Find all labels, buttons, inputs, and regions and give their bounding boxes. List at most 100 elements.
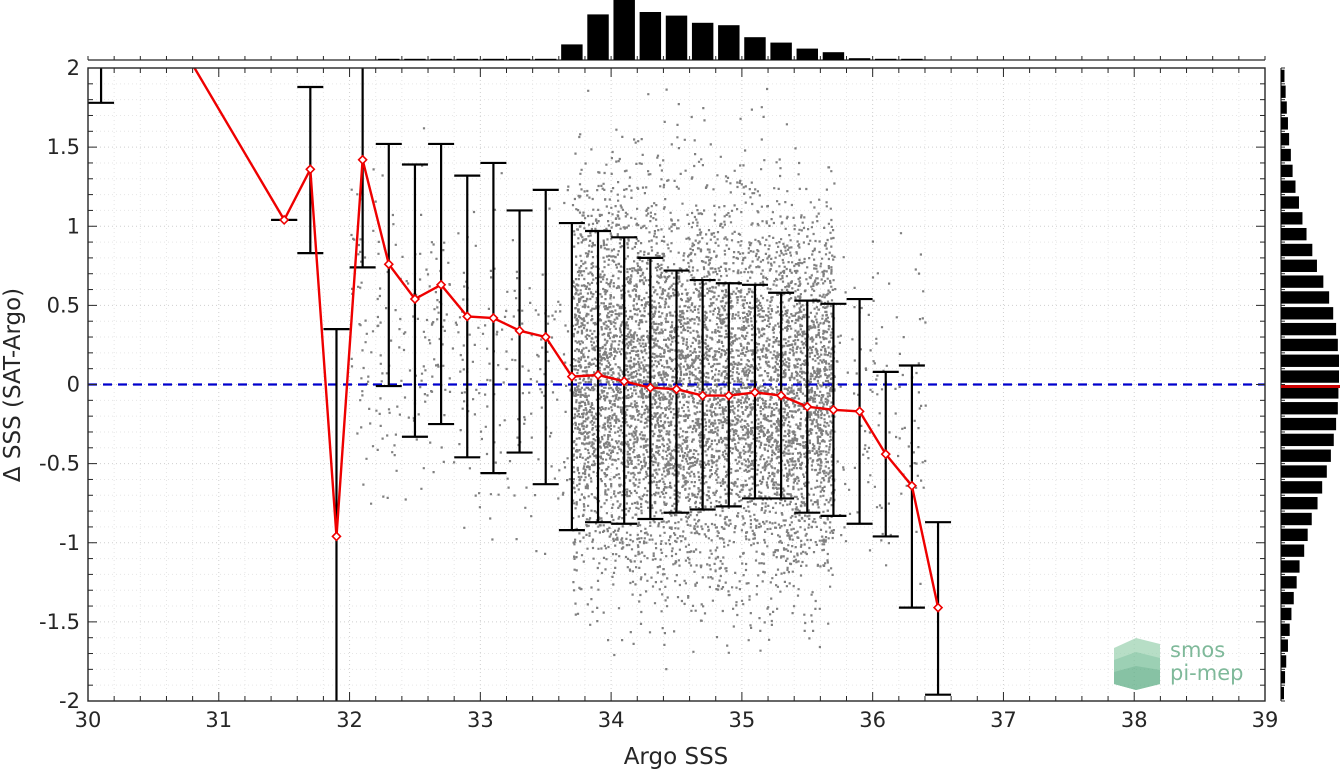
right-histogram-bar bbox=[1281, 433, 1334, 447]
mean-point bbox=[305, 164, 316, 175]
right-histogram-bar bbox=[1281, 243, 1313, 257]
right-histogram-bar bbox=[1281, 386, 1339, 399]
right-histogram-bar bbox=[1281, 402, 1338, 415]
top-histogram-bar bbox=[430, 58, 452, 60]
mean-point bbox=[592, 369, 604, 381]
right-histogram-bar bbox=[1281, 164, 1293, 178]
right-histogram-bar bbox=[1281, 576, 1297, 589]
y-tick-label: 1 bbox=[67, 214, 80, 238]
plot-frame bbox=[87, 67, 1266, 702]
mean-point bbox=[645, 382, 656, 393]
right-histogram-bar bbox=[1281, 512, 1312, 526]
right-histogram-bar bbox=[1281, 291, 1330, 304]
logo-line-1: smos bbox=[1170, 638, 1225, 662]
right-histogram-bars bbox=[1281, 69, 1339, 700]
top-histogram-bar bbox=[482, 58, 505, 60]
mean-point bbox=[619, 376, 630, 387]
x-tick-label: 33 bbox=[467, 708, 494, 732]
mean-point bbox=[331, 531, 342, 542]
mean-point bbox=[514, 325, 525, 336]
mean-point bbox=[697, 390, 708, 401]
right-histogram-bar bbox=[1281, 196, 1299, 209]
top-histogram-bars bbox=[378, 0, 923, 61]
y-tick-label: 0 bbox=[67, 373, 80, 397]
mean-point bbox=[749, 387, 761, 398]
mean-point bbox=[775, 390, 787, 401]
mean-point bbox=[279, 214, 290, 226]
right-histogram-bar bbox=[1281, 623, 1290, 636]
error-bar bbox=[88, 68, 115, 104]
right-histogram-bar bbox=[1281, 481, 1323, 494]
plot-axes: 30 31 32 33 34 35 36 37 38 39 2 1.5 1 0.5 0 -0.5 -1 -1.5… bbox=[39, 56, 1279, 732]
mean-point bbox=[435, 279, 447, 290]
right-histogram-bar bbox=[1281, 354, 1339, 367]
y-tick-label: 0.5 bbox=[47, 293, 80, 317]
right-histogram-axes bbox=[1280, 67, 1340, 702]
mean-point bbox=[383, 259, 394, 270]
top-histogram-bar bbox=[378, 58, 400, 60]
right-histogram-bar bbox=[1281, 465, 1327, 478]
right-histogram-bar bbox=[1281, 133, 1290, 146]
top-histogram-bar bbox=[456, 58, 478, 60]
top-histogram-bar bbox=[796, 48, 819, 60]
x-tick-label: 34 bbox=[598, 708, 625, 732]
right-histogram-bar bbox=[1281, 69, 1285, 83]
right-histogram-bar bbox=[1281, 497, 1318, 510]
mean-point bbox=[828, 404, 839, 415]
top-histogram-bar bbox=[691, 22, 714, 60]
top-histogram-bar bbox=[508, 58, 531, 60]
x-tick-label: 36 bbox=[859, 708, 886, 732]
top-histogram-bar bbox=[587, 14, 609, 60]
right-histogram-bar bbox=[1281, 275, 1324, 288]
top-histogram-bar bbox=[718, 25, 740, 60]
y-tick-label: -0.5 bbox=[39, 452, 80, 476]
mean-point bbox=[462, 311, 473, 322]
right-histogram-bar bbox=[1281, 686, 1284, 700]
right-histogram-bar bbox=[1281, 307, 1334, 320]
mean-point bbox=[932, 602, 944, 613]
binned-mean-line bbox=[193, 68, 944, 613]
top-histogram-bar bbox=[822, 52, 845, 60]
right-histogram-bar bbox=[1281, 671, 1286, 684]
mean-point bbox=[802, 401, 813, 412]
scatter-cloud bbox=[350, 87, 927, 671]
x-tick-labels: 30 31 32 33 34 35 36 37 38 39 bbox=[75, 708, 1279, 732]
y-axis-label: Δ SSS (SAT-Argo) bbox=[0, 288, 26, 482]
minor-ticks bbox=[87, 67, 1266, 702]
y-tick-label: -1.5 bbox=[39, 610, 80, 634]
right-histogram-bar bbox=[1281, 655, 1287, 668]
x-tick-label: 39 bbox=[1252, 708, 1279, 732]
x-tick-label: 38 bbox=[1121, 708, 1148, 732]
top-histogram-bar bbox=[770, 42, 792, 60]
right-histogram-bar bbox=[1281, 560, 1300, 573]
right-histogram-bar bbox=[1281, 85, 1286, 98]
smos-pimep-logo: smos pi-mep bbox=[1114, 638, 1243, 690]
mean-point bbox=[880, 448, 891, 460]
top-histogram-bar bbox=[875, 58, 897, 60]
x-tick-label: 32 bbox=[336, 708, 363, 732]
top-histogram-bar bbox=[639, 12, 662, 60]
right-histogram-bar bbox=[1281, 180, 1296, 193]
right-histogram-bar bbox=[1281, 322, 1337, 336]
right-histogram-bar bbox=[1281, 449, 1331, 462]
mean-point bbox=[854, 406, 865, 417]
right-histogram-bar bbox=[1281, 212, 1303, 225]
right-histogram-bar bbox=[1281, 607, 1292, 621]
mean-point bbox=[906, 480, 918, 491]
top-histogram-bar bbox=[665, 15, 688, 61]
logo-mark-icon bbox=[1114, 638, 1160, 690]
top-histogram-axes bbox=[87, 0, 1266, 61]
x-tick-label: 30 bbox=[75, 708, 102, 732]
right-histogram-bar bbox=[1281, 101, 1287, 114]
top-histogram-bar bbox=[744, 37, 766, 60]
mean-point bbox=[357, 154, 368, 165]
top-histogram-bar bbox=[901, 58, 923, 60]
top-histogram-bar bbox=[561, 44, 583, 60]
mean-point bbox=[540, 331, 551, 343]
mean-point bbox=[566, 371, 578, 382]
mean-point bbox=[409, 293, 421, 305]
y-tick-label: 2 bbox=[67, 56, 80, 80]
mean-point bbox=[671, 384, 682, 395]
right-histogram-bar bbox=[1281, 227, 1307, 241]
